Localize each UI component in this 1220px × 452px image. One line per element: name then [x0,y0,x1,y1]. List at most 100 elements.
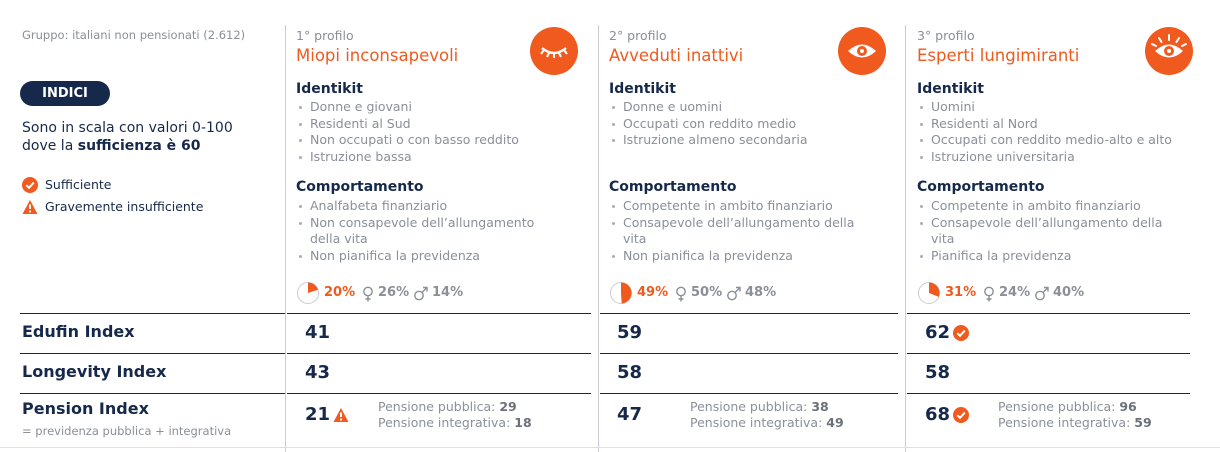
legend-label: Sufficiente [45,177,112,192]
female-cross [678,295,684,302]
female-circle [984,286,994,297]
male-arrow [421,286,428,293]
index-value: 58 [617,362,643,383]
index-value: 21 [305,404,331,425]
badge: INDICI [20,81,110,106]
check-icon [953,325,969,341]
column-separator [285,25,286,452]
check-mark [956,329,966,338]
index-value: 62 [925,322,951,343]
section-title: Comportamento [296,179,424,195]
index-value: 47 [617,404,643,425]
profile-name: Avveduti inattivi [609,46,744,65]
index-value: 41 [305,322,331,343]
list-item: Non pianifica la previdenza [296,248,544,265]
warning-dot [339,418,343,421]
list-item: Uomini [917,99,1172,116]
male-icon [727,286,741,301]
detail-value: 49 [826,415,844,430]
row-rule [600,393,898,394]
index-value: 43 [305,362,331,383]
profile-name: Esperti lungimiranti [917,46,1080,65]
row-rule [287,353,591,354]
pension-detail: Pensione integrativa: 49 [690,415,844,430]
list-item: Non consapevole dell’allungamento della … [296,215,544,248]
female-share: 26% [378,285,410,300]
detail-value: 59 [1134,415,1152,430]
lash [558,52,562,58]
bottom-rule [0,447,1220,448]
index-name: Pension Index [22,399,149,418]
row-rule [907,313,1190,314]
behavior-list: Competente in ambito finanziario Consapev… [917,198,1165,264]
row-rule [907,393,1190,394]
list-item: Residenti al Sud [296,116,551,133]
row-rule [287,393,591,394]
check-mark [956,411,966,420]
detail-value: 96 [1119,399,1137,414]
ray [1181,43,1187,47]
section-title: Identikit [296,81,363,97]
scale-note-bold: sufficienza è 60 [77,138,201,154]
male-icon [1035,286,1049,301]
male-share: 48% [745,285,777,300]
detail-label: Pensione integrativa: [690,415,823,430]
detail-label: Pensione integrativa: [998,415,1131,430]
check-icon [22,177,38,193]
detail-value: 18 [514,415,532,430]
detail-label: Pensione integrativa: [378,415,511,430]
closed-lid [541,47,567,55]
row-rule [20,393,285,394]
detail-value: 38 [811,399,829,414]
group-label: Gruppo: italiani non pensionati (2.612) [22,28,246,42]
index-value: 68 [925,404,951,425]
share-pie [297,282,319,304]
check-circle [953,325,969,341]
list-item: Donne e giovani [296,99,551,116]
pie-slice [621,282,632,304]
share-label: 20% [324,285,356,300]
pension-detail: Pensione pubblica: 38 [690,399,829,414]
list-item: Competente in ambito finanziario [609,198,857,215]
list-item: Consapevole dell’allungamento della vita [609,215,857,248]
male-share: 40% [1053,285,1085,300]
female-icon [676,286,686,302]
female-circle [676,286,686,297]
lash [540,49,545,55]
detail-label: Pensione pubblica: [998,399,1116,414]
warning-dot [28,210,32,213]
list-item: Occupati con reddito medio [609,116,864,133]
female-icon [363,286,373,302]
share-label: 49% [637,285,669,300]
ray [1151,43,1157,47]
list-item: Occupati con reddito medio-alto e alto [917,132,1172,149]
behavior-list: Competente in ambito finanziario Consapev… [609,198,857,264]
check-icon [953,407,969,423]
scale-note: Sono in scala con valori 0-100 dove la s… [22,119,262,155]
profile-number: 3° profilo [917,28,975,43]
check-mark [25,181,35,190]
row-rule [20,353,285,354]
list-item: Residenti al Nord [917,116,1172,133]
list-item: Donne e uomini [609,99,864,116]
legend-label: Gravemente insufficiente [45,199,204,214]
check-circle [953,407,969,423]
index-value: 59 [617,322,643,343]
profile-number: 1° profilo [296,28,354,43]
male-circle [414,290,424,301]
female-share: 24% [999,285,1031,300]
identikit-list: Donne e uomini Occupati con reddito medio… [609,99,864,149]
row-rule [20,313,285,314]
pupil [1167,49,1171,53]
female-share: 50% [691,285,723,300]
female-icon [984,286,994,302]
pension-detail: Pensione integrativa: 18 [378,415,532,430]
list-item: Istruzione bassa [296,149,551,166]
row-rule [600,353,898,354]
list-item: Istruzione almeno secondaria [609,132,864,149]
ray [1158,37,1163,43]
identikit-list: Uomini Residenti al Nord Occupati con redd… [917,99,1172,165]
index-name: Longevity Index [22,362,167,381]
